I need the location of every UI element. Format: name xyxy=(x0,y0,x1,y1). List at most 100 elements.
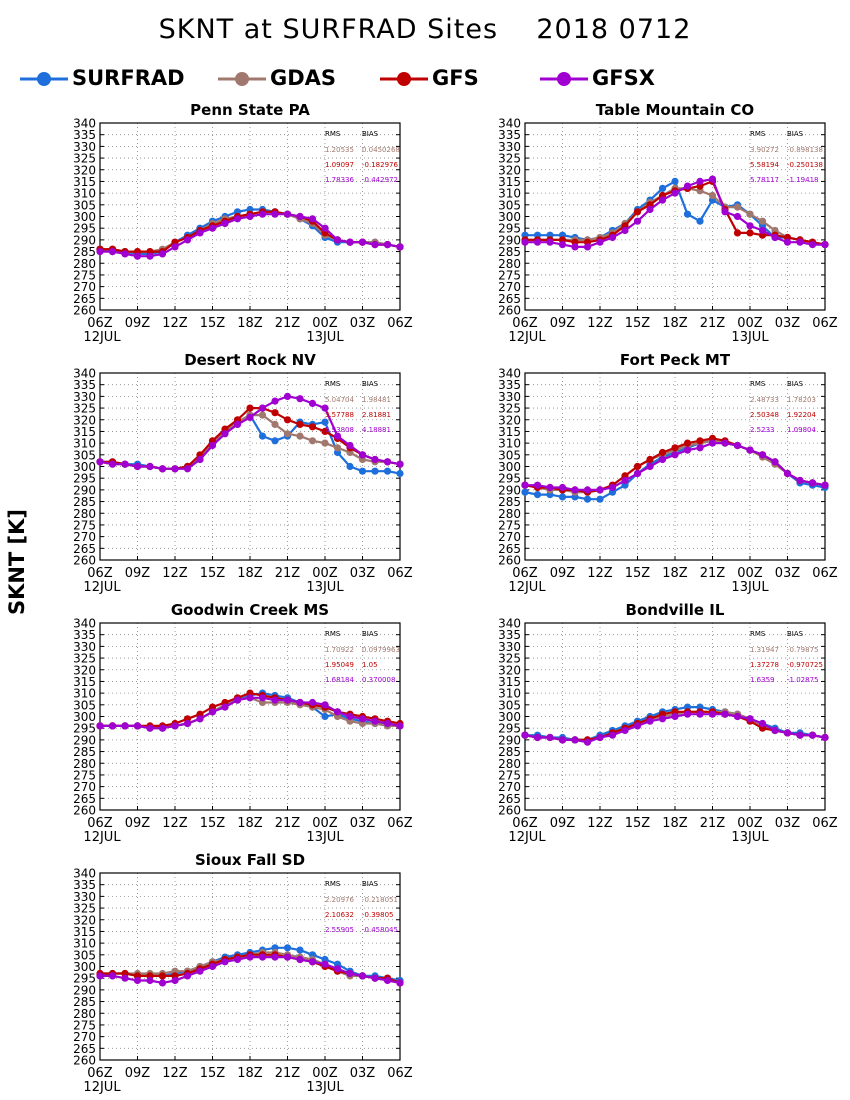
x-tick-label: 12Z xyxy=(162,316,188,331)
y-tick-label: 305 xyxy=(498,198,521,212)
data-point xyxy=(233,215,242,223)
data-point xyxy=(321,404,329,412)
data-point xyxy=(371,717,379,725)
data-point xyxy=(296,432,304,440)
y-tick-label: 315 xyxy=(498,175,521,189)
y-tick-label: 335 xyxy=(498,628,521,642)
x-tick-label: 15Z xyxy=(625,316,651,331)
stats-rms-value: 3.57788 xyxy=(325,411,354,419)
data-point xyxy=(658,196,667,204)
data-point xyxy=(758,719,767,728)
data-point xyxy=(346,969,354,978)
data-point xyxy=(158,724,167,732)
data-point xyxy=(596,486,604,494)
data-point xyxy=(783,238,792,246)
data-point xyxy=(321,427,329,435)
chart-panel: Goodwin Creek MS 260265270275280285290295… xyxy=(73,601,413,845)
data-point xyxy=(133,722,142,730)
data-point xyxy=(358,451,367,459)
legend: SURFRAD GDAS GFS GFSX xyxy=(0,64,850,94)
data-point xyxy=(733,203,742,211)
data-point xyxy=(821,481,829,489)
data-point xyxy=(596,238,604,246)
stats-rms-value: 5.04704 xyxy=(325,396,354,404)
data-point xyxy=(383,976,392,985)
data-point xyxy=(108,248,117,256)
data-point xyxy=(796,476,804,485)
stats-rms-value: 2.48733 xyxy=(750,396,779,404)
y-tick-label: 315 xyxy=(498,425,521,439)
y-tick-label: 320 xyxy=(73,413,96,427)
x-tick-label: 18Z xyxy=(662,566,688,581)
data-point xyxy=(158,250,167,258)
x-tick-label: 00Z xyxy=(312,566,338,581)
y-tick-label: 300 xyxy=(73,210,96,224)
chart-panel: Fort Peck MT2602652702752802852902953003… xyxy=(498,351,838,595)
legend-swatch-gdas xyxy=(218,72,266,86)
x-tick-label: 15Z xyxy=(200,1066,226,1081)
data-point xyxy=(396,243,404,251)
date-label: 12JUL xyxy=(508,330,546,345)
data-point xyxy=(708,175,717,183)
data-point xyxy=(558,493,567,501)
date-label: 12JUL xyxy=(508,830,546,845)
data-point xyxy=(721,439,729,447)
y-tick-label: 325 xyxy=(498,152,521,166)
data-point xyxy=(196,229,204,237)
data-point xyxy=(671,189,679,197)
y-tick-label: 290 xyxy=(498,483,521,497)
data-point xyxy=(783,469,792,478)
y-tick-label: 265 xyxy=(73,542,96,556)
plot-frame xyxy=(99,872,401,1061)
data-point xyxy=(633,208,642,216)
data-point xyxy=(258,953,267,961)
y-tick-label: 340 xyxy=(498,617,521,631)
chart-panel: Bondville IL2602652702752802852902953003… xyxy=(498,601,838,845)
stats-header-bias: BIAS xyxy=(362,630,379,638)
data-point xyxy=(208,441,217,450)
data-point xyxy=(358,467,367,475)
y-tick-label: 305 xyxy=(73,948,96,962)
y-tick-label: 285 xyxy=(498,495,521,509)
y-tick-label: 305 xyxy=(73,448,96,462)
x-tick-label: 18Z xyxy=(662,316,688,331)
data-point xyxy=(746,446,754,454)
y-tick-label: 260 xyxy=(73,1054,96,1068)
data-point xyxy=(146,252,154,260)
y-tick-label: 335 xyxy=(498,378,521,392)
data-point xyxy=(208,224,217,232)
stats-header-rms: RMS xyxy=(325,130,341,138)
stats-rms-value: 1.95049 xyxy=(325,661,354,669)
legend-label-gfsx: GFSX xyxy=(592,66,655,90)
x-tick-label: 00Z xyxy=(737,816,763,831)
x-tick-label: 09Z xyxy=(550,316,576,331)
data-point xyxy=(696,710,704,718)
data-point xyxy=(133,462,142,471)
legend-label-surfrad: SURFRAD xyxy=(72,66,185,90)
x-tick-label: 06Z xyxy=(387,816,413,831)
data-point xyxy=(283,210,292,218)
data-point xyxy=(208,708,217,716)
x-tick-label: 15Z xyxy=(200,566,226,581)
y-tick-label: 330 xyxy=(73,890,96,904)
stats-bias-value: -0.182976 xyxy=(362,161,398,169)
data-point xyxy=(571,736,579,744)
x-tick-label: 06Z xyxy=(387,566,413,581)
data-point xyxy=(296,955,304,964)
y-tick-label: 280 xyxy=(498,757,521,771)
data-point xyxy=(121,460,129,468)
data-point xyxy=(358,972,367,980)
data-point xyxy=(521,488,529,496)
data-point xyxy=(171,465,179,473)
stats-bias-value: -0.250138 xyxy=(787,161,823,169)
data-point xyxy=(383,719,392,728)
data-point xyxy=(633,722,642,730)
series-surfrad xyxy=(96,944,404,985)
stats-bias-value: 1.92204 xyxy=(787,411,816,419)
data-point xyxy=(383,458,392,466)
data-point xyxy=(558,736,567,744)
data-point xyxy=(596,733,604,742)
x-tick-label: 15Z xyxy=(625,566,651,581)
x-tick-label: 06Z xyxy=(87,1066,113,1081)
y-tick-label: 285 xyxy=(73,995,96,1009)
